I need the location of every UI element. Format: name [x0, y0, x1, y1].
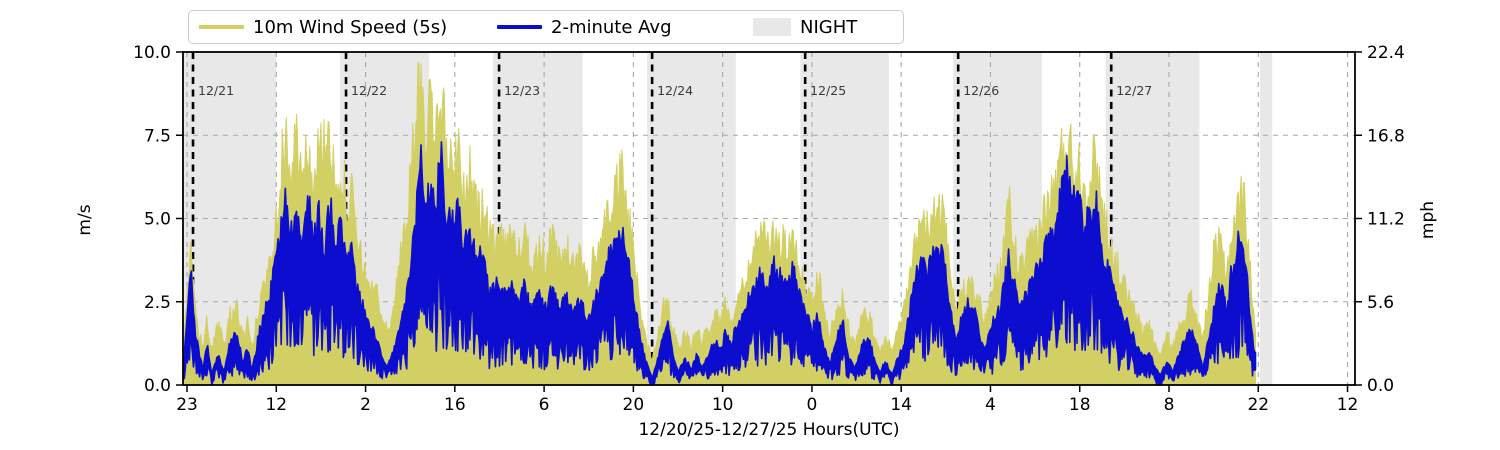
- x-tick-label: 18: [1069, 395, 1091, 415]
- x-tick-label: 14: [890, 395, 912, 415]
- day-label: 12/27: [1116, 83, 1152, 98]
- chart-legend: 10m Wind Speed (5s) 2-minute Avg NIGHT: [188, 10, 904, 44]
- x-tick-label: 0: [806, 395, 817, 415]
- x-tick-label: 10: [712, 395, 734, 415]
- x-tick-label: 4: [985, 395, 996, 415]
- x-tick-label: 6: [539, 395, 550, 415]
- x-axis-label: 12/20/25-12/27/25 Hours(UTC): [638, 420, 900, 440]
- left-tick-label: 0.0: [144, 376, 171, 396]
- right-tick-label: 11.2: [1367, 210, 1405, 230]
- legend-item-avg: 2-minute Avg: [497, 11, 672, 43]
- x-tick-label: 2: [360, 395, 371, 415]
- right-tick-label: 0.0: [1367, 376, 1394, 396]
- x-tick-label: 8: [1164, 395, 1175, 415]
- day-label: 12/23: [504, 83, 540, 98]
- left-tick-label: 10.0: [133, 43, 171, 63]
- left-tick-label: 5.0: [144, 210, 171, 230]
- day-label: 12/21: [198, 83, 234, 98]
- day-label: 12/24: [657, 83, 693, 98]
- x-tick-label: 22: [1247, 395, 1269, 415]
- x-tick-label: 12: [265, 395, 287, 415]
- day-label: 12/26: [963, 83, 999, 98]
- legend-label-wind-speed: 10m Wind Speed (5s): [253, 16, 448, 38]
- right-tick-label: 16.8: [1367, 126, 1405, 146]
- wind-speed-line-swatch: [199, 25, 244, 29]
- night-patch-swatch: [753, 18, 791, 36]
- x-tick-label: 16: [444, 395, 466, 415]
- day-label: 12/22: [351, 83, 387, 98]
- x-tick-label: 20: [623, 395, 645, 415]
- legend-label-avg: 2-minute Avg: [551, 16, 672, 38]
- legend-item-night: NIGHT: [753, 11, 857, 43]
- right-tick-label: 5.6: [1367, 293, 1394, 313]
- left-axis-label: m/s: [75, 204, 95, 236]
- legend-item-wind-speed: 10m Wind Speed (5s): [199, 11, 447, 43]
- right-tick-label: 22.4: [1367, 43, 1405, 63]
- left-tick-label: 2.5: [144, 293, 171, 313]
- right-axis-label: mph: [1418, 200, 1438, 240]
- x-tick-label: 12: [1337, 395, 1359, 415]
- avg-line-swatch: [497, 25, 542, 29]
- day-label: 12/25: [810, 83, 846, 98]
- left-tick-label: 7.5: [144, 126, 171, 146]
- x-tick-label: 23: [176, 395, 198, 415]
- legend-label-night: NIGHT: [800, 16, 858, 38]
- avg-wind-series: [183, 141, 1257, 386]
